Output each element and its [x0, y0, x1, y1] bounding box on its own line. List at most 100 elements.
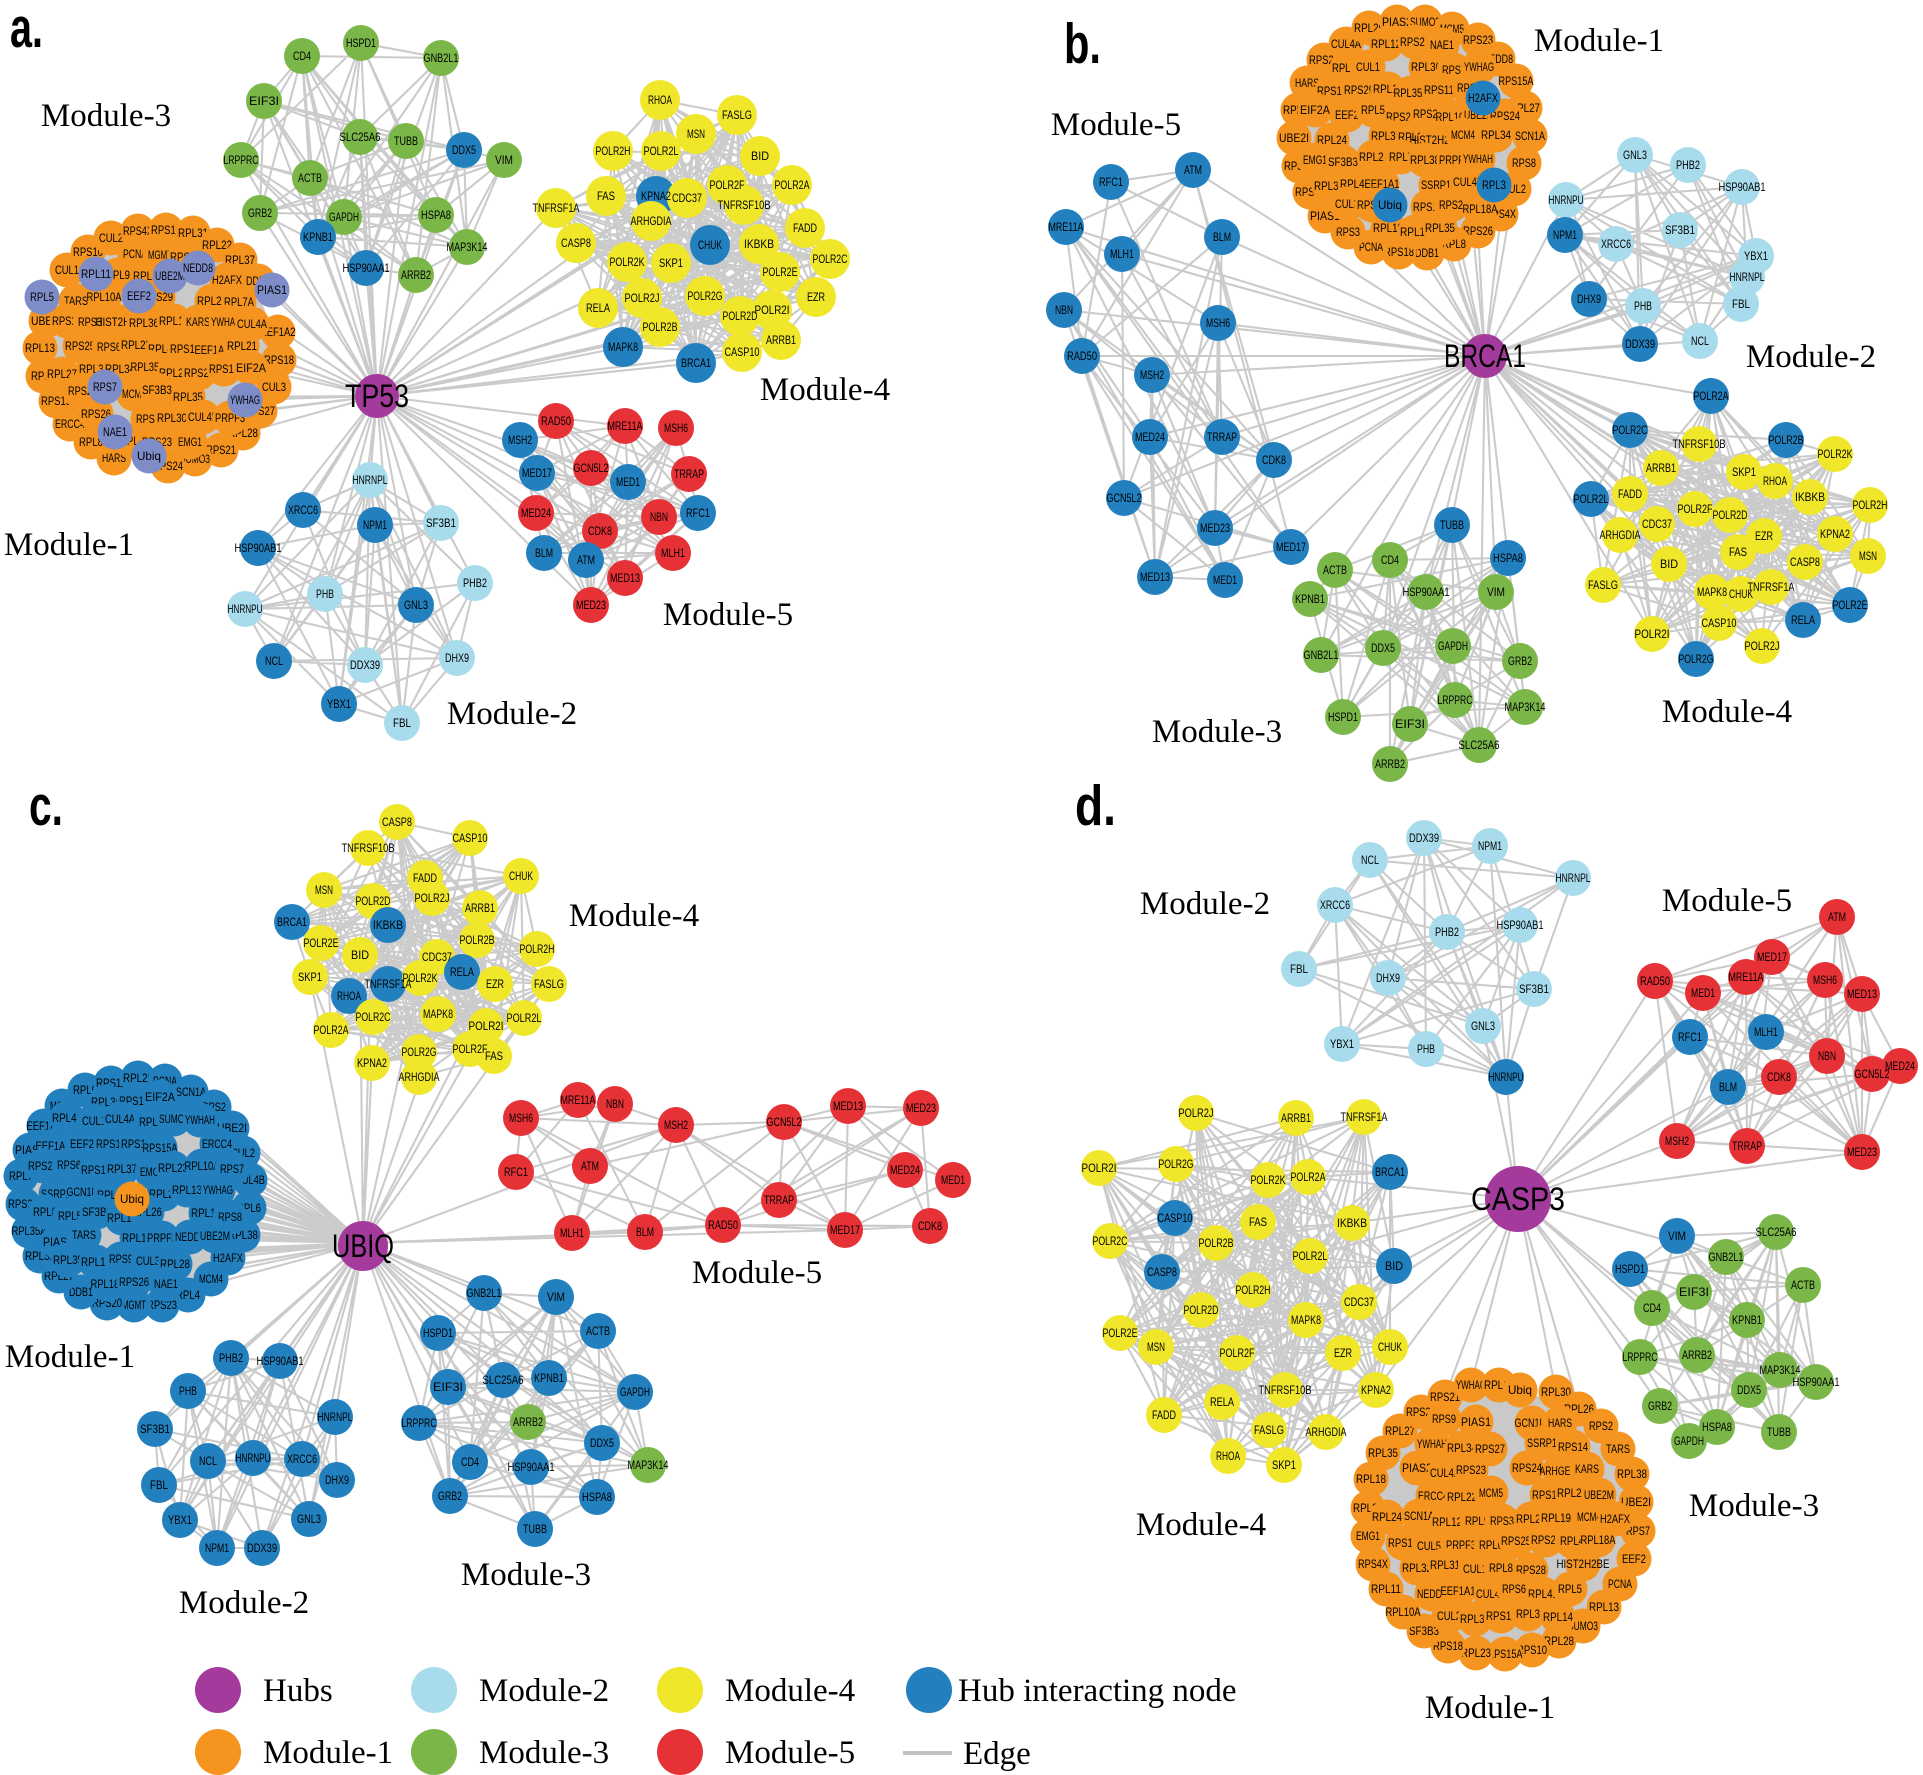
svg-text:EEF1A2: EEF1A2: [261, 325, 296, 339]
svg-text:CUL2: CUL2: [99, 231, 123, 245]
svg-text:Module-4: Module-4: [725, 1673, 855, 1709]
svg-text:RPL29: RPL29: [197, 294, 227, 308]
svg-text:Hubs: Hubs: [263, 1673, 333, 1709]
svg-text:Module-3: Module-3: [1152, 714, 1282, 750]
svg-text:HARS: HARS: [102, 451, 126, 465]
svg-text:RPL10A: RPL10A: [87, 290, 122, 304]
svg-text:RPL3: RPL3: [1516, 1607, 1540, 1621]
svg-text:KPNB1: KPNB1: [303, 230, 333, 244]
svg-text:RPS6: RPS6: [1502, 1582, 1526, 1596]
svg-text:PHB2: PHB2: [463, 576, 487, 590]
svg-text:SCN1A: SCN1A: [176, 1085, 206, 1099]
svg-text:NAE1: NAE1: [1430, 38, 1454, 52]
svg-text:RFC1: RFC1: [1099, 175, 1123, 189]
svg-text:GCN5L2: GCN5L2: [767, 1115, 802, 1129]
svg-text:PHB: PHB: [1417, 1042, 1435, 1056]
svg-text:HSP90AB1: HSP90AB1: [235, 541, 282, 555]
svg-text:RPS8: RPS8: [136, 412, 160, 426]
svg-text:VIM: VIM: [547, 1290, 565, 1304]
svg-text:MSN: MSN: [687, 127, 705, 141]
svg-text:KARS: KARS: [186, 315, 210, 329]
svg-text:GNL3: GNL3: [1623, 148, 1647, 162]
svg-text:CUL4A: CUL4A: [1331, 37, 1361, 51]
svg-text:CDC37: CDC37: [1344, 1295, 1374, 1309]
svg-text:MAP3K14: MAP3K14: [1505, 700, 1546, 714]
svg-text:Module-1: Module-1: [1534, 23, 1664, 59]
svg-text:ATM: ATM: [581, 1159, 599, 1173]
svg-text:POLR2K: POLR2K: [1818, 447, 1853, 461]
svg-text:RPS7: RPS7: [220, 1162, 244, 1176]
svg-text:MRE11A: MRE11A: [561, 1093, 596, 1107]
svg-text:FADD: FADD: [1152, 1408, 1176, 1422]
svg-text:MAPK8: MAPK8: [1291, 1313, 1321, 1327]
svg-text:CDC37: CDC37: [422, 950, 452, 964]
svg-text:MED1: MED1: [941, 1173, 965, 1187]
svg-text:RPS18: RPS18: [264, 353, 294, 367]
svg-text:RPS28: RPS28: [1516, 1563, 1546, 1577]
svg-text:MED23: MED23: [576, 598, 606, 612]
svg-text:Ubiq: Ubiq: [1508, 1383, 1532, 1397]
svg-text:DHX9: DHX9: [1577, 292, 1601, 306]
svg-text:NCL: NCL: [265, 654, 283, 668]
svg-text:EEF1A1: EEF1A1: [1441, 1584, 1476, 1598]
svg-text:MRE11A: MRE11A: [1729, 970, 1764, 984]
svg-text:HSPA8: HSPA8: [1702, 1420, 1732, 1434]
svg-text:RPL8: RPL8: [1489, 1561, 1513, 1575]
svg-text:Module-5: Module-5: [692, 1255, 822, 1291]
svg-text:SKP1: SKP1: [1272, 1458, 1296, 1472]
svg-text:RPL11: RPL11: [1371, 1582, 1401, 1596]
svg-text:CD4: CD4: [1643, 1301, 1661, 1315]
svg-text:RPL21: RPL21: [1557, 1486, 1587, 1500]
svg-text:RPL35: RPL35: [1368, 1446, 1398, 1460]
svg-text:Module-4: Module-4: [569, 898, 699, 934]
svg-text:RPL36: RPL36: [1460, 1612, 1490, 1626]
svg-text:CDC37: CDC37: [672, 191, 702, 205]
svg-text:LRPPRC: LRPPRC: [224, 153, 259, 167]
svg-text:RPL35: RPL35: [1425, 221, 1455, 235]
svg-text:LRPPRC: LRPPRC: [1438, 693, 1473, 707]
svg-text:POLR2D: POLR2D: [1713, 508, 1748, 522]
svg-text:Edge: Edge: [963, 1736, 1031, 1772]
svg-text:CASP10: CASP10: [1158, 1211, 1193, 1225]
svg-text:BID: BID: [351, 948, 369, 962]
svg-text:TNFRSF1A: TNFRSF1A: [1341, 1110, 1388, 1124]
svg-text:Ubiq: Ubiq: [137, 449, 161, 463]
svg-text:RFC1: RFC1: [1678, 1030, 1702, 1044]
svg-text:DHX9: DHX9: [445, 651, 469, 665]
svg-text:CUL4B: CUL4B: [188, 410, 218, 424]
svg-text:FAS: FAS: [1729, 545, 1747, 559]
svg-text:UBE2M: UBE2M: [1584, 1488, 1614, 1502]
svg-text:RPS21: RPS21: [1400, 35, 1430, 49]
svg-text:MED1: MED1: [1213, 573, 1237, 587]
svg-text:RPL24: RPL24: [1372, 1510, 1402, 1524]
svg-text:RPL35A: RPL35A: [1394, 86, 1429, 100]
svg-text:EZR: EZR: [486, 977, 504, 991]
svg-text:SF3B1: SF3B1: [1665, 223, 1695, 237]
svg-text:CUL4A: CUL4A: [237, 317, 267, 331]
svg-text:MED1: MED1: [1691, 986, 1715, 1000]
svg-text:RPL4: RPL4: [1560, 1534, 1584, 1548]
svg-text:MED23: MED23: [906, 1101, 936, 1115]
svg-text:ARRB1: ARRB1: [465, 901, 495, 915]
svg-text:RPS16: RPS16: [81, 1163, 111, 1177]
svg-text:RPS21: RPS21: [206, 443, 236, 457]
svg-text:RPS2: RPS2: [68, 384, 92, 398]
svg-text:PIAS2: PIAS2: [1402, 1461, 1432, 1475]
svg-text:Module-2: Module-2: [1140, 886, 1270, 922]
svg-text:RPS18: RPS18: [1433, 1639, 1463, 1653]
svg-text:RPS6: RPS6: [57, 1158, 81, 1172]
svg-text:CUL3: CUL3: [262, 380, 286, 394]
svg-text:HSP90AA1: HSP90AA1: [1793, 1375, 1840, 1389]
svg-text:ACTB: ACTB: [1323, 563, 1347, 577]
svg-text:CHUK: CHUK: [698, 238, 722, 252]
svg-text:DDB1: DDB1: [69, 1285, 93, 1299]
svg-text:RPS10: RPS10: [96, 1137, 126, 1151]
svg-text:UBE2I: UBE2I: [1279, 131, 1309, 145]
svg-text:Module-3: Module-3: [41, 98, 171, 134]
svg-text:EZR: EZR: [1334, 1346, 1352, 1360]
svg-text:XRCC6: XRCC6: [1601, 237, 1631, 251]
svg-text:HSP90AA1: HSP90AA1: [1403, 585, 1450, 599]
svg-text:YWHAH: YWHAH: [185, 1113, 215, 1127]
svg-text:TARS: TARS: [72, 1228, 96, 1242]
svg-text:POLR2B: POLR2B: [1199, 1236, 1234, 1250]
